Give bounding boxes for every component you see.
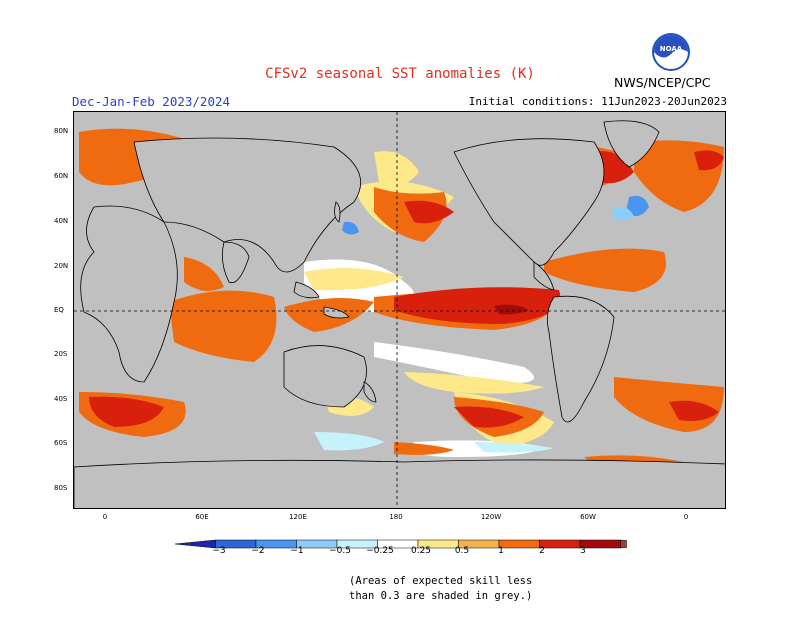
lat-label: 80S [54,484,68,492]
colorbar-label: 0.25 [410,546,432,556]
lat-label: 20S [54,350,68,358]
lat-label: 20N [54,262,69,270]
sst-anomaly-map [73,111,726,509]
lat-label: 40S [54,395,68,403]
forecast-period: Dec-Jan-Feb 2023/2024 [72,94,231,109]
lon-label: 120W [480,513,502,521]
colorbar [174,535,662,554]
skill-note-line2: than 0.3 are shaded in grey.) [349,590,533,602]
continents [74,120,725,508]
lon-label: 0 [683,513,689,521]
initial-conditions: Initial conditions: 11Jun2023-20Jun2023 [468,95,727,108]
lat-label: 60N [54,172,69,180]
logo-text: NOAA [660,45,683,53]
lat-label: 60S [54,439,68,447]
lat-label: EQ [54,306,64,314]
colorbar-segment [539,539,581,549]
colorbar-label: 3 [580,546,586,556]
colorbar-segment [498,539,540,549]
lon-label: 120E [289,513,307,521]
colorbar-label: 2 [539,546,545,556]
colorbar-label: 0.5 [454,546,470,556]
skill-note-line1: (Areas of expected skill less [349,575,533,587]
lat-label: 40N [54,217,69,225]
lon-label: 0 [102,513,108,521]
lon-label: 180 [389,513,403,521]
lon-label: 60W [580,513,596,521]
lon-label: 60E [195,513,209,521]
colorbar-segment [579,539,621,549]
lat-label: 80N [54,127,69,135]
agency-label: NWS/NCEP/CPC [614,75,711,90]
colorbar-arrow-high [620,539,662,549]
map-title: CFSv2 seasonal SST anomalies (K) [265,66,535,82]
colorbar-label: −3 [212,546,226,556]
colorbar-label: 1 [498,546,504,556]
colorbar-label: −1 [290,546,304,556]
noaa-logo: NOAA [651,32,691,72]
colorbar-label: −2 [251,546,265,556]
colorbar-arrow-low [174,539,216,549]
colorbar-label: −0.25 [366,546,394,556]
colorbar-label: −0.5 [329,546,351,556]
